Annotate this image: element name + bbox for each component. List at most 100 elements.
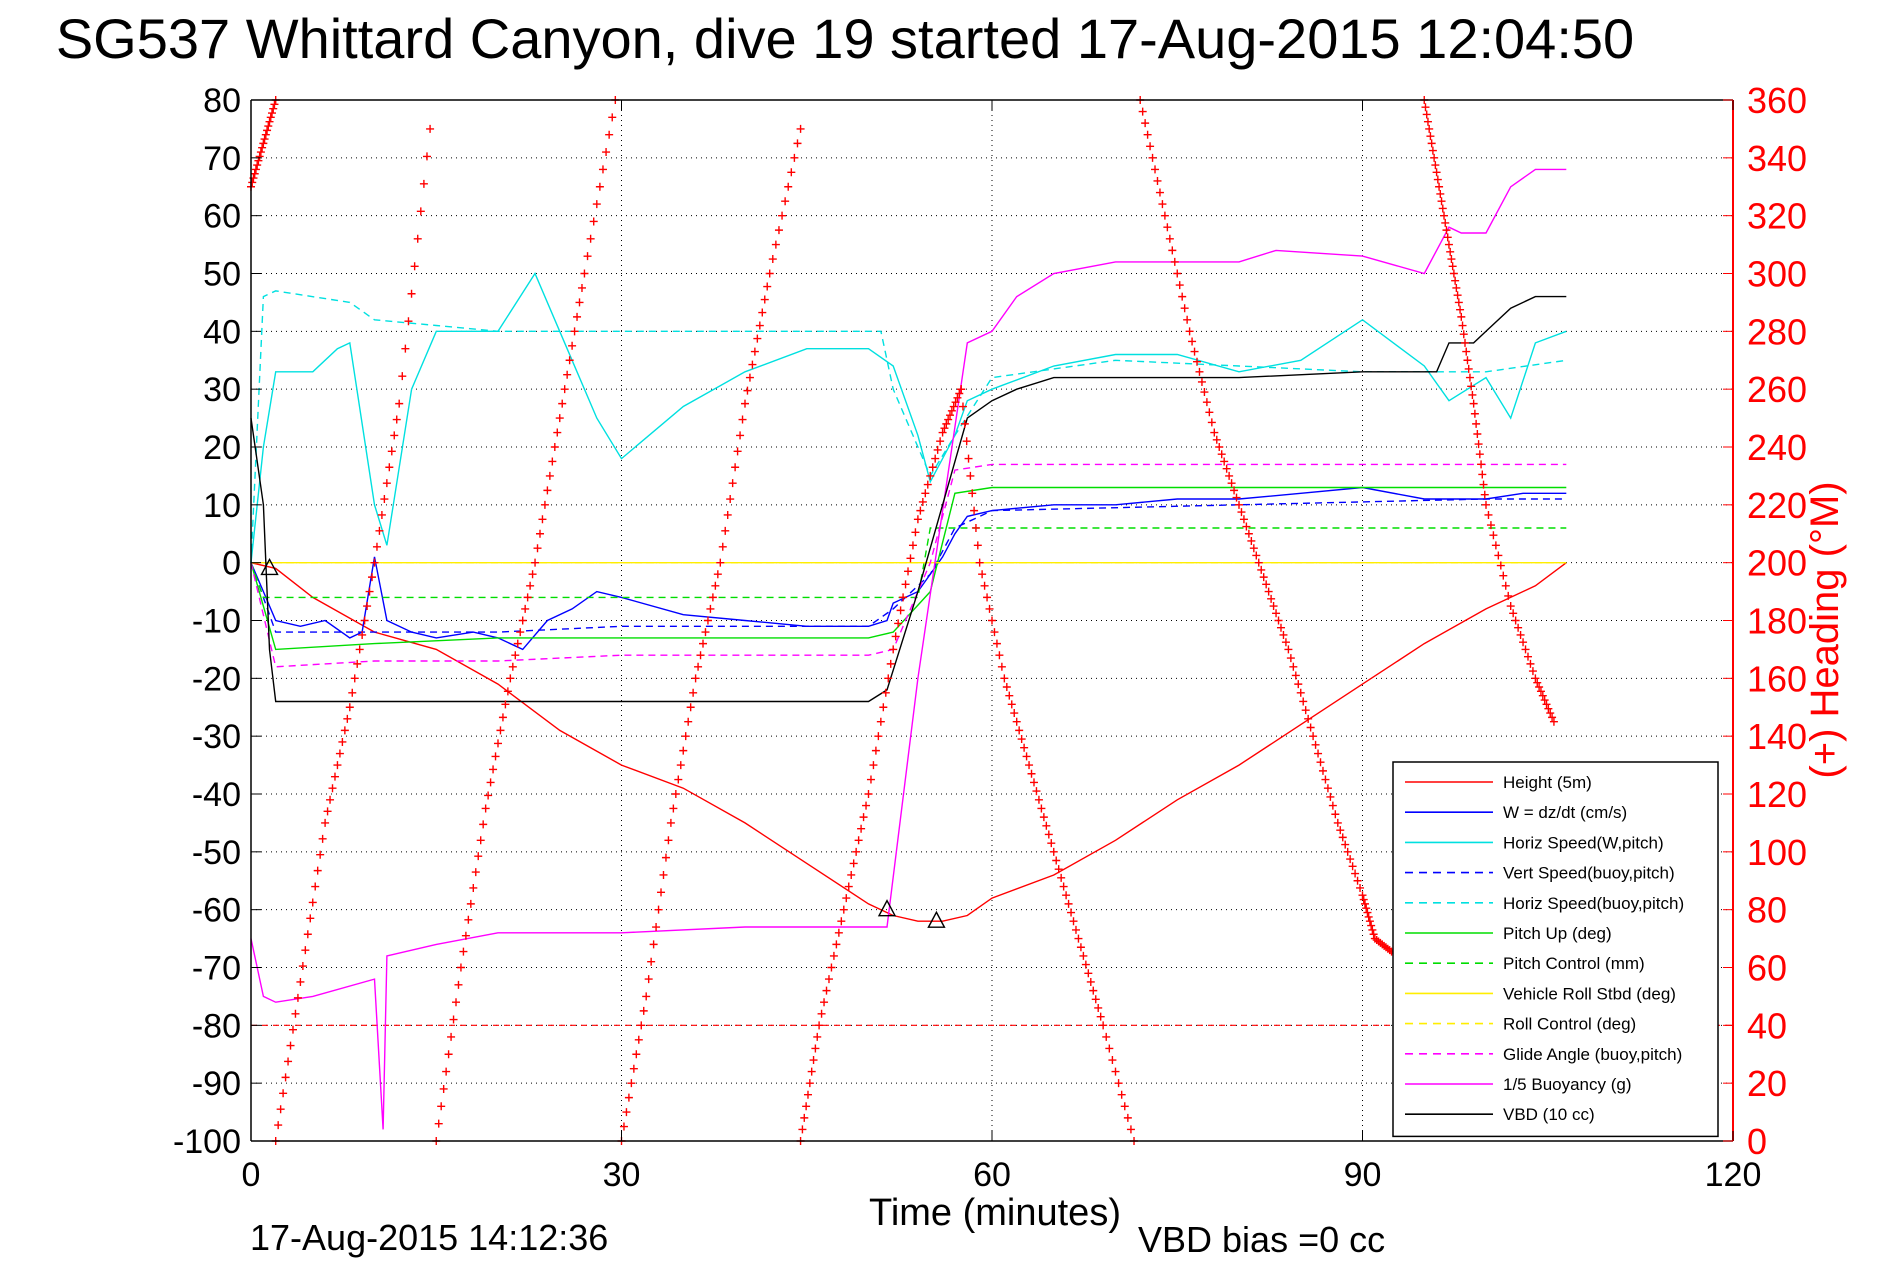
heading-marker (1249, 544, 1258, 553)
heading-marker (953, 393, 962, 402)
heading-marker (955, 389, 964, 398)
heading-marker (1486, 521, 1495, 530)
heading-marker (1499, 571, 1508, 580)
heading-marker (1289, 662, 1298, 671)
heading-marker (921, 489, 930, 498)
heading-marker (738, 415, 747, 424)
heading-marker (817, 1009, 826, 1018)
heading-marker (1120, 1102, 1129, 1111)
heading-marker (1259, 573, 1268, 582)
y-tick-label: -60 (192, 892, 241, 930)
heading-marker (1437, 197, 1446, 206)
heading-marker (454, 980, 463, 989)
vbd-bias-footer: VBD bias =0 cc (1138, 1219, 1385, 1260)
heading-marker (595, 182, 604, 191)
y-right-tick-label: 40 (1747, 1005, 1787, 1046)
heading-marker (469, 883, 478, 892)
heading-marker (862, 801, 871, 810)
heading-marker (392, 415, 401, 424)
heading-marker (980, 581, 989, 590)
heading-marker (657, 888, 666, 897)
heading-marker (1027, 769, 1036, 778)
heading-marker (864, 790, 873, 798)
heading-marker (659, 870, 668, 879)
heading-marker (291, 1009, 300, 1018)
heading-marker (1034, 795, 1043, 804)
heading-marker (531, 558, 540, 567)
heading-marker (1465, 373, 1474, 382)
heading-marker (1448, 262, 1457, 271)
heading-marker (1506, 602, 1515, 611)
heading-marker (390, 431, 399, 440)
heading-marker (288, 1025, 297, 1034)
legend-box (1392, 761, 1719, 1138)
heading-marker (1363, 908, 1372, 917)
heading-marker (949, 402, 958, 411)
heading-marker (911, 528, 920, 537)
heading-marker (484, 791, 493, 800)
heading-marker (933, 445, 942, 454)
heading-marker (1183, 315, 1192, 324)
legend-label: Height (5m) (1503, 773, 1592, 792)
heading-marker (1425, 124, 1434, 133)
legend-label: Horiz Speed(buoy,pitch) (1503, 894, 1684, 913)
heading-marker (508, 662, 517, 671)
heading-marker (731, 463, 740, 472)
heading-marker (284, 1057, 293, 1066)
y-right-tick-label: 140 (1747, 716, 1807, 757)
heading-marker (1076, 943, 1085, 952)
axes: 0 30 60 90 12080706050403020100-10-20-30-40-… (173, 80, 1807, 1194)
heading-marker (535, 529, 544, 538)
heading-marker (1155, 188, 1164, 197)
heading-marker (923, 480, 932, 489)
heading-marker (790, 153, 799, 162)
heading-marker (1267, 594, 1276, 603)
legend-label: Vehicle Roll Stbd (deg) (1503, 984, 1676, 1003)
heading-marker (1343, 847, 1352, 856)
heading-marker (995, 651, 1004, 660)
heading-marker (1528, 667, 1537, 676)
heading-marker (701, 628, 710, 637)
heading-marker (1511, 616, 1520, 625)
heading-marker (829, 951, 838, 960)
heading-marker (1193, 357, 1202, 366)
heading-marker (1094, 1003, 1103, 1012)
heading-marker (928, 463, 937, 472)
heading-marker (1108, 1056, 1117, 1065)
heading-marker (637, 1021, 646, 1030)
heading-marker (518, 616, 527, 625)
heading-marker (896, 606, 905, 615)
heading-marker (970, 506, 979, 515)
y-axis-right-label: (+) Heading (°M) (1803, 481, 1847, 778)
heading-marker (1005, 691, 1014, 700)
y-tick-label: 30 (203, 371, 241, 409)
heading-marker (676, 761, 685, 770)
heading-marker (1029, 778, 1038, 787)
heading-marker (964, 454, 973, 463)
heading-marker (876, 717, 885, 726)
heading-marker (809, 1056, 818, 1065)
y-right-tick-label: 60 (1747, 948, 1787, 989)
heading-marker (511, 651, 520, 660)
heading-marker (944, 415, 953, 424)
heading-marker (849, 859, 858, 868)
heading-marker (728, 479, 737, 488)
heading-marker (461, 931, 470, 940)
heading-marker (796, 124, 805, 133)
heading-marker (1117, 1090, 1126, 1099)
heading-marker (1435, 182, 1444, 191)
heading-marker (774, 226, 783, 235)
heading-marker (1079, 951, 1088, 960)
y-right-tick-label: 120 (1747, 774, 1807, 815)
heading-marker (854, 836, 863, 845)
heading-marker (1022, 752, 1031, 761)
y-tick-label: -20 (192, 660, 241, 698)
heading-marker (644, 975, 653, 984)
heading-marker (971, 523, 980, 532)
heading-marker (568, 341, 577, 350)
heading-marker (942, 419, 951, 428)
heading-marker (975, 558, 984, 567)
heading-marker (1111, 1067, 1120, 1076)
heading-marker (1436, 189, 1445, 198)
heading-marker (380, 495, 389, 504)
